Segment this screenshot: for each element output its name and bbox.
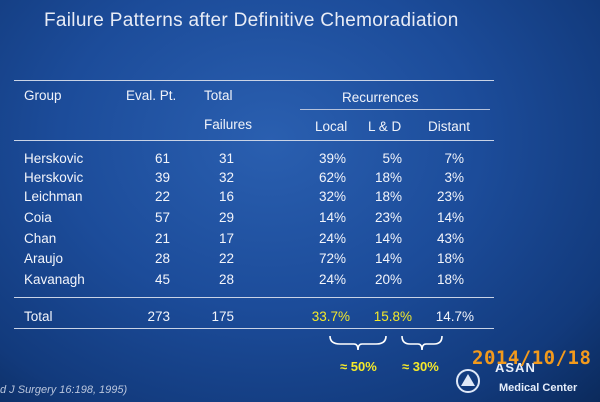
cell-failures: 16 [218,189,234,204]
table-top-rule [14,80,494,81]
slide-title: Failure Patterns after Definitive Chemor… [44,10,459,31]
cell-eval: 61 [154,151,170,166]
cell-failures: 28 [218,272,234,287]
logo-bottom-text: Medical Center [499,382,578,394]
total-group: Total [24,309,53,324]
cell-eval: 22 [154,189,170,204]
recurrences-rule [300,109,490,110]
cell-local: 24% [318,272,346,287]
header-total: Total [204,88,233,103]
table-bottom-rule [14,297,494,298]
cell-local: 32% [318,189,346,204]
cell-eval: 57 [154,210,170,225]
cell-distant: 23% [436,189,464,204]
cell-group: Herskovic [24,151,84,166]
cell-group: Chan [24,231,57,246]
cell-ld: 5% [382,151,402,166]
cell-failures: 29 [218,210,234,225]
cell-ld: 18% [374,170,402,185]
cell-distant: 14% [436,210,464,225]
cell-distant: 18% [436,272,464,287]
total-local: 33.7% [311,309,350,324]
annotation-ld-distant: ≈ 30% [402,359,439,374]
cell-eval: 28 [154,251,170,266]
cell-failures: 32 [218,170,234,185]
cell-local: 39% [318,151,346,166]
annotation-local-ld: ≈ 50% [340,359,377,374]
cell-ld: 14% [374,231,402,246]
logo-top-text: ASAN [495,360,536,375]
cell-distant: 7% [444,151,464,166]
cell-eval: 45 [154,272,170,287]
cell-distant: 3% [444,170,464,185]
cell-ld: 23% [374,210,402,225]
header-group: Group [24,88,62,103]
cell-ld: 20% [374,272,402,287]
header-recurrences: Recurrences [342,90,419,105]
header-eval-pt: Eval. Pt. [126,88,177,103]
cell-local: 62% [318,170,346,185]
header-failures: Failures [204,117,253,132]
table-end-rule [14,328,494,329]
cell-distant: 18% [436,251,464,266]
header-rule [14,140,494,141]
cell-ld: 18% [374,189,402,204]
total-ld: 15.8% [373,309,412,324]
header-distant: Distant [428,119,471,134]
header-local: Local [315,119,348,134]
asan-logo-mark-icon [456,369,480,393]
cell-ld: 14% [374,251,402,266]
brace-left-icon [329,335,387,351]
cell-distant: 43% [436,231,464,246]
header-ld: L & D [368,119,402,134]
cell-group: Herskovic [24,170,84,185]
asan-medical-center-logo: ASAN Medical Center [455,360,595,396]
cell-group: Kavanagh [24,272,85,287]
brace-right-icon [401,335,443,351]
cell-local: 72% [318,251,346,266]
date-stamp: 2014/10/18 [472,347,592,369]
cell-eval: 21 [154,231,170,246]
cell-failures: 22 [218,251,234,266]
total-distant: 14.7% [435,309,474,324]
cell-group: Leichman [24,189,83,204]
cell-eval: 39 [154,170,170,185]
cell-group: Coia [24,210,52,225]
total-failures: 175 [211,309,234,324]
citation: d J Surgery 16:198, 1995) [0,384,128,396]
cell-local: 24% [318,231,346,246]
cell-local: 14% [318,210,346,225]
cell-group: Araujo [24,251,64,266]
cell-failures: 17 [218,231,234,246]
total-eval: 273 [147,309,170,324]
cell-failures: 31 [218,151,234,166]
